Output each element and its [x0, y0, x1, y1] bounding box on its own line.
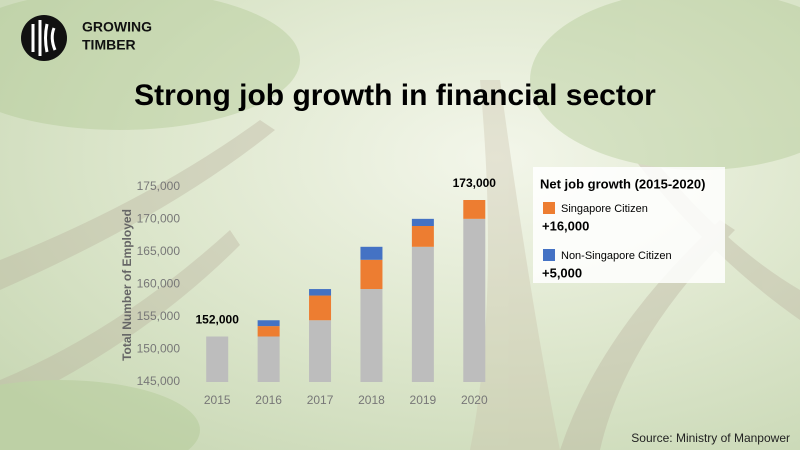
x-tick-label: 2016 [255, 393, 282, 407]
legend-total: +16,000 [542, 218, 589, 233]
legend-label: Singapore Citizen [561, 203, 648, 215]
bar-segment [360, 259, 383, 290]
bar-segment [309, 289, 332, 296]
y-tick-label: 145,000 [137, 374, 181, 388]
total-label: 152,000 [196, 313, 240, 327]
bar-segment [257, 336, 280, 382]
y-axis-label: Total Number of Employed [120, 209, 134, 361]
legend-swatch [543, 202, 555, 214]
brand-name: TIMBER [82, 37, 136, 53]
y-tick-label: 175,000 [137, 179, 181, 193]
x-tick-label: 2019 [410, 393, 437, 407]
bar-segment [360, 246, 383, 260]
y-tick-label: 155,000 [137, 309, 181, 323]
chart-title: Strong job growth in financial sector [134, 79, 656, 112]
bar-segment [411, 246, 434, 382]
bar-segment [411, 226, 434, 247]
legend-swatch [543, 249, 555, 261]
bar-segment [257, 326, 280, 337]
x-tick-label: 2015 [204, 393, 231, 407]
bar-segment [360, 289, 383, 382]
bar-segment [206, 336, 229, 382]
legend-title: Net job growth (2015-2020) [540, 176, 705, 191]
bar-segment [463, 218, 486, 382]
logo: GROWING TIMBER [21, 15, 152, 61]
legend-panel [533, 167, 725, 283]
y-tick-label: 170,000 [137, 212, 181, 226]
legend-label: Non-Singapore Citizen [561, 250, 672, 262]
legend-total: +5,000 [542, 265, 582, 280]
x-tick-label: 2018 [358, 393, 385, 407]
y-tick-label: 165,000 [137, 244, 181, 258]
plot: 145,000 150,000 155,000 160,000 165,000 170,0… [137, 176, 497, 407]
bar-segment [411, 218, 434, 226]
source: Source: Ministry of Manpower [631, 431, 790, 445]
x-tick-label: 2017 [307, 393, 334, 407]
x-tick-label: 2020 [461, 393, 488, 407]
total-label: 173,000 [453, 176, 497, 190]
y-tick-label: 150,000 [137, 342, 181, 356]
bar-segment [309, 320, 332, 382]
brand-name: GROWING [82, 19, 152, 35]
bar-segment [309, 295, 332, 321]
y-tick-label: 160,000 [137, 277, 181, 291]
bar-segment [257, 320, 280, 327]
bar-segment [463, 200, 486, 219]
